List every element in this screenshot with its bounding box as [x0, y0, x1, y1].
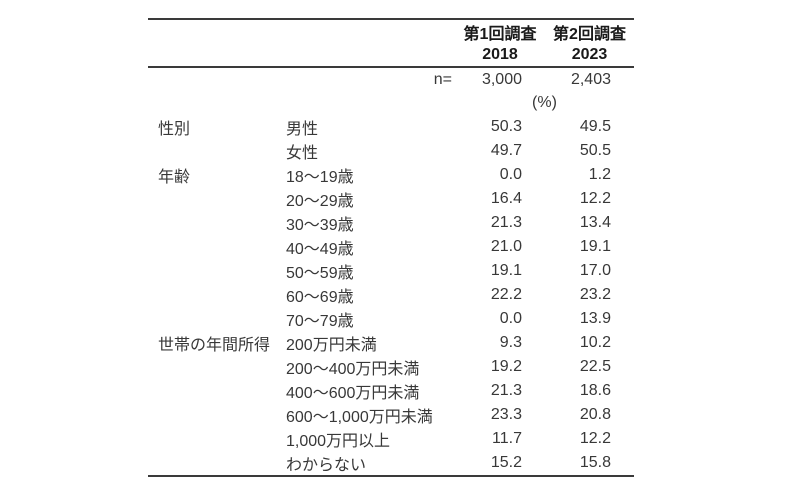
survey-name-header-row: 第1回調査 第2回調査 [148, 19, 634, 44]
item-label: 60〜69歳 [286, 289, 354, 306]
table-row: 200〜400万円未満 19.2 22.5 [148, 355, 634, 379]
value-2023: 13.9 [579, 310, 611, 327]
value-2018: 21.0 [490, 238, 522, 255]
value-2023: 15.8 [579, 454, 611, 471]
table-row: 400〜600万円未満 21.3 18.6 [148, 379, 634, 403]
unit-row: (%) [148, 91, 634, 115]
category-label [148, 427, 276, 451]
category-label [148, 451, 276, 476]
category-label [148, 307, 276, 331]
value-2023: 23.2 [579, 286, 611, 303]
value-2018: 11.7 [492, 430, 522, 447]
item-label: 200万円未満 [286, 337, 377, 354]
spacer-cell [148, 67, 276, 91]
spacer-cell [148, 91, 455, 115]
value-2023: 20.8 [579, 406, 611, 423]
spacer-cell [148, 44, 455, 67]
value-2023: 10.2 [579, 334, 611, 351]
table-row: 女性 49.7 50.5 [148, 139, 634, 163]
category-label: 世帯の年間所得 [158, 337, 271, 354]
value-2018: 9.3 [499, 334, 522, 351]
percent-unit-label: (%) [532, 94, 557, 111]
value-2018: 19.2 [490, 358, 522, 375]
category-label: 年齢 [158, 169, 191, 186]
value-2023: 19.1 [579, 238, 611, 255]
category-label [148, 403, 276, 427]
table-row: 年齢 18〜19歳 0.0 1.2 [148, 163, 634, 187]
table-row: 60〜69歳 22.2 23.2 [148, 283, 634, 307]
value-2023: 12.2 [579, 430, 611, 447]
value-2023: 13.4 [579, 214, 611, 231]
value-2023: 50.5 [579, 142, 611, 159]
item-label: 200〜400万円未満 [286, 361, 420, 378]
item-label: 20〜29歳 [286, 193, 354, 210]
value-2018: 21.3 [490, 382, 522, 399]
value-2018: 23.3 [490, 406, 522, 423]
category-label [148, 259, 276, 283]
table-row: 性別 男性 50.3 49.5 [148, 115, 634, 139]
value-2023: 49.5 [579, 118, 611, 135]
table-row: 20〜29歳 16.4 12.2 [148, 187, 634, 211]
item-label: 1,000万円以上 [286, 433, 391, 450]
value-2018: 22.2 [490, 286, 522, 303]
table-wrapper: 第1回調査 第2回調査 2018 2023 n= 3,000 2,403 [148, 18, 634, 477]
table-row: 50〜59歳 19.1 17.0 [148, 259, 634, 283]
table-row: 世帯の年間所得 200万円未満 9.3 10.2 [148, 331, 634, 355]
item-label: 男性 [286, 121, 319, 138]
value-2018: 49.7 [490, 142, 522, 159]
item-label: 18〜19歳 [286, 169, 354, 186]
item-label: 600〜1,000万円未満 [286, 409, 433, 426]
item-label: 女性 [286, 145, 319, 162]
value-2023: 12.2 [579, 190, 611, 207]
item-label: 70〜79歳 [286, 313, 354, 330]
value-2023: 18.6 [579, 382, 611, 399]
value-2018: 15.2 [490, 454, 522, 471]
category-label: 性別 [158, 121, 191, 138]
table-row: 40〜49歳 21.0 19.1 [148, 235, 634, 259]
category-label [148, 283, 276, 307]
n-label: n= [433, 70, 452, 88]
survey2-sample-size: 2,403 [570, 70, 611, 88]
survey1-sample-size: 3,000 [481, 70, 522, 88]
category-label [148, 211, 276, 235]
table-row: 1,000万円以上 11.7 12.2 [148, 427, 634, 451]
value-2018: 50.3 [490, 118, 522, 135]
table-header: 第1回調査 第2回調査 2018 2023 [148, 19, 634, 67]
survey1-year-header: 2018 [482, 46, 518, 63]
survey1-name-header: 第1回調査 [463, 26, 537, 43]
value-2018: 0.0 [499, 310, 522, 327]
value-2018: 16.4 [490, 190, 522, 207]
category-label [148, 187, 276, 211]
item-label: わからない [286, 457, 367, 474]
value-2023: 22.5 [579, 358, 611, 375]
category-label [148, 379, 276, 403]
survey2-name-header: 第2回調査 [553, 26, 626, 43]
table-row: 30〜39歳 21.3 13.4 [148, 211, 634, 235]
spacer-cell [148, 19, 455, 44]
value-2023: 17.0 [579, 262, 611, 279]
item-label: 400〜600万円未満 [286, 385, 420, 402]
value-2023: 1.2 [588, 166, 611, 183]
table-row: 70〜79歳 0.0 13.9 [148, 307, 634, 331]
item-label: 40〜49歳 [286, 241, 354, 258]
value-2018: 21.3 [490, 214, 522, 231]
value-2018: 0.0 [499, 166, 522, 183]
survey-year-header-row: 2018 2023 [148, 44, 634, 67]
table-row: 600〜1,000万円未満 23.3 20.8 [148, 403, 634, 427]
category-label [148, 355, 276, 379]
category-label [148, 139, 276, 163]
category-label [148, 235, 276, 259]
table-body: n= 3,000 2,403 (%) 性別 男性 50.3 49.5 女性 49… [148, 67, 634, 476]
item-label: 30〜39歳 [286, 217, 354, 234]
value-2018: 19.1 [490, 262, 522, 279]
respondent-attributes-table: 第1回調査 第2回調査 2018 2023 n= 3,000 2,403 [148, 18, 634, 477]
sample-size-row: n= 3,000 2,403 [148, 67, 634, 91]
item-label: 50〜59歳 [286, 265, 354, 282]
survey2-year-header: 2023 [571, 46, 608, 63]
table-row: わからない 15.2 15.8 [148, 451, 634, 476]
